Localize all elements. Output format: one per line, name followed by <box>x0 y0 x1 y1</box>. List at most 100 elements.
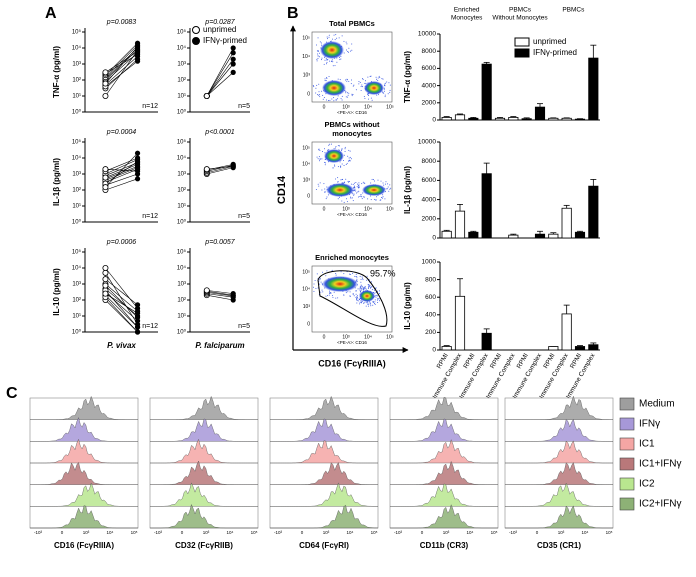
flow-event <box>347 155 349 157</box>
primed-point <box>230 56 236 62</box>
pair-line <box>105 278 138 306</box>
legend-swatch <box>619 457 635 471</box>
histogram-curve <box>505 505 613 529</box>
histogram-curve <box>390 439 498 464</box>
flow-event <box>349 273 351 275</box>
flow-event <box>318 56 320 58</box>
flow-event <box>347 51 349 53</box>
flow-event <box>358 184 360 186</box>
flow-event <box>326 196 328 198</box>
flow-y-tick: 10⁴ <box>302 161 310 167</box>
flow-event <box>356 302 358 304</box>
flow-event <box>374 289 376 291</box>
flow-event <box>377 302 379 304</box>
flow-event <box>378 290 380 292</box>
legend-marker <box>192 26 200 34</box>
flow-event <box>341 149 343 151</box>
flow-event <box>352 293 354 295</box>
y-tick-label: 10⁴ <box>177 155 187 162</box>
legend-swatch <box>619 437 635 451</box>
flow-density <box>364 81 384 95</box>
histogram-x-tick: 10⁴ <box>467 530 474 535</box>
y-tick-label: 10³ <box>177 282 186 288</box>
flow-event <box>353 295 355 297</box>
histogram-label: CD11b (CR3) <box>420 541 469 550</box>
flow-event <box>325 295 327 297</box>
flow-event <box>318 94 320 96</box>
flow-event <box>347 291 349 293</box>
histogram-x-tick: 0 <box>301 530 304 535</box>
flow-event <box>360 85 362 87</box>
flow-event <box>378 298 380 300</box>
flow-event <box>361 78 363 80</box>
y-tick-label: 10⁰ <box>177 109 187 116</box>
flow-event <box>374 302 376 304</box>
flow-x-tick: 0 <box>323 104 326 110</box>
flow-event <box>324 161 326 163</box>
y-axis-label: IL-1β (pg/ml) <box>403 166 412 214</box>
flow-x-tick: 0 <box>323 334 326 340</box>
primed-point <box>134 58 141 64</box>
bar <box>548 117 559 121</box>
flow-event <box>326 59 328 61</box>
flow-event <box>365 305 367 307</box>
flow-event <box>384 94 386 96</box>
pair-line <box>206 293 234 298</box>
flow-event <box>379 300 381 302</box>
flow-event <box>360 289 362 291</box>
flow-event <box>340 271 342 273</box>
flow-event <box>362 279 364 281</box>
flow-event <box>329 99 331 101</box>
flow-event <box>341 148 343 150</box>
pair-line <box>206 167 234 175</box>
flow-event <box>343 273 345 275</box>
y-tick-label: 10³ <box>72 172 81 178</box>
pair-line <box>105 167 138 181</box>
flow-x-tick: 10⁴ <box>364 334 372 340</box>
histogram-curve <box>504 418 614 442</box>
histogram-x-tick: -10³ <box>274 530 283 535</box>
flow-event <box>356 300 358 302</box>
histogram-curve <box>504 461 614 485</box>
unprimed-point <box>203 287 210 294</box>
flow-y-tick: 0 <box>307 91 310 97</box>
flow-event <box>375 199 377 201</box>
histogram-curve <box>389 418 499 442</box>
bar <box>481 63 492 121</box>
flow-event <box>353 185 355 187</box>
flow-event <box>364 97 366 99</box>
y-tick-label: 10⁵ <box>72 29 82 36</box>
legend-swatch <box>619 477 635 491</box>
flow-event <box>349 291 351 293</box>
panel-label: A <box>45 5 57 22</box>
histogram-x-tick: 10³ <box>83 530 90 535</box>
pair-line <box>105 299 138 333</box>
flow-event <box>376 78 378 80</box>
flow-event <box>368 284 370 286</box>
flow-x-tick: 10⁵ <box>386 206 394 212</box>
legend-swatch <box>619 497 635 511</box>
flow-event <box>336 37 338 39</box>
primed-point <box>134 329 141 335</box>
flow-event <box>331 98 333 100</box>
flow-event <box>318 83 320 85</box>
flow-event <box>334 164 336 166</box>
flow-event <box>320 291 322 293</box>
histogram-curve <box>150 503 258 529</box>
bar <box>574 346 586 351</box>
flow-event <box>343 40 345 42</box>
y-tick-label: 10³ <box>72 282 81 288</box>
flow-event <box>358 190 360 192</box>
flow-event <box>357 288 359 290</box>
flow-event <box>365 288 367 290</box>
legend-swatch <box>619 417 635 431</box>
flow-event <box>346 198 348 200</box>
flow-event <box>337 145 339 147</box>
flow-event <box>355 182 357 184</box>
flow-event <box>389 184 391 186</box>
flow-event <box>319 149 321 151</box>
flow-event <box>372 304 374 306</box>
flow-event <box>384 183 386 185</box>
histogram-curve <box>30 438 138 464</box>
y-tick-label: 10⁰ <box>72 219 82 226</box>
